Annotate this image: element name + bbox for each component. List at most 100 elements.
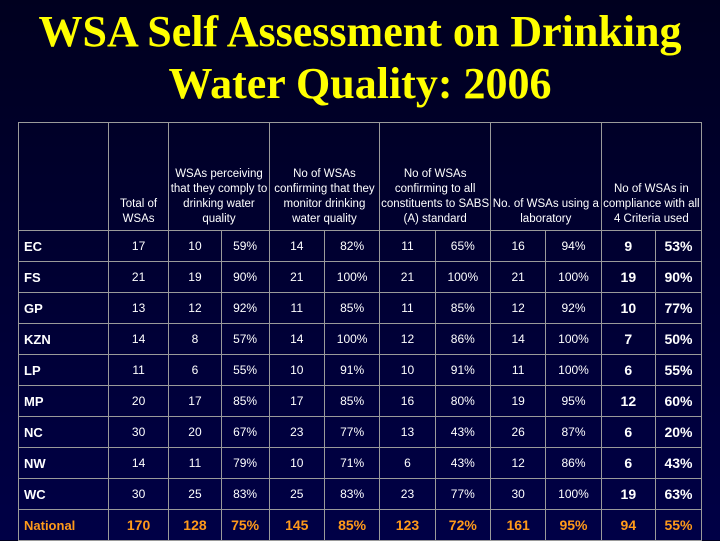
table-cell: 60% [654,385,703,417]
region-cell: WC [18,478,109,510]
table-cell: 14 [268,230,325,262]
table-cell: 91% [323,354,381,386]
header-laboratory: No. of WSAs using a laboratory [489,122,602,231]
table-cell: 10 [379,354,436,386]
table-cell: 10 [600,292,656,324]
table-cell: 91% [434,354,491,386]
table-cell: 43% [434,416,491,448]
table-cell: 53% [654,230,703,262]
table-cell: 83% [323,478,381,510]
table-row: WC 30 25 83% 25 83% 23 77% 30 100% 19 63% [18,478,703,510]
table-cell: 12 [379,323,436,355]
table-cell: 86% [545,447,602,479]
table-cell: 10 [168,230,222,262]
region-cell: EC [18,230,109,262]
table-cell: 100% [323,261,381,293]
region-cell: LP [18,354,109,386]
header-monitoring: No of WSAs confirming that they monitor … [268,122,381,231]
table-cell: 26 [489,416,547,448]
table-row: NC 30 20 67% 23 77% 13 43% 26 87% 6 20% [18,416,703,448]
table-cell: 11 [168,447,222,479]
table-cell: 100% [545,478,602,510]
table-row: KZN 14 8 57% 14 100% 12 86% 14 100% 7 50% [18,323,703,355]
table-cell: 43% [654,447,703,479]
table-row: EC 17 10 59% 14 82% 11 65% 16 94% 9 53% [18,230,703,262]
table-cell: 85% [323,292,381,324]
table-cell: 72% [434,509,491,541]
table-cell: 12 [168,292,222,324]
table-cell: 30 [107,478,170,510]
region-cell: MP [18,385,109,417]
table-cell: 23 [379,478,436,510]
table-cell: 20 [168,416,222,448]
table-cell: 6 [379,447,436,479]
table-cell: 50% [654,323,703,355]
table-cell: 21 [268,261,325,293]
region-cell: KZN [18,323,109,355]
table-cell: 128 [168,509,222,541]
table-cell: 82% [323,230,381,262]
table-cell: 19 [168,261,222,293]
table-cell: 100% [434,261,491,293]
table-cell: 55% [220,354,270,386]
table-cell: 14 [107,323,170,355]
table-cell: 6 [600,416,656,448]
table-row: NW 14 11 79% 10 71% 6 43% 12 86% 6 43% [18,447,703,479]
table-row: GP 13 12 92% 11 85% 11 85% 12 92% 10 77% [18,292,703,324]
table-cell: 6 [168,354,222,386]
table-cell: 55% [654,509,703,541]
table-cell: 77% [434,478,491,510]
region-cell: FS [18,261,109,293]
title-line-2: Water Quality: 2006 [168,59,552,108]
table-cell: 100% [545,323,602,355]
header-perceiving: WSAs perceiving that they comply to drin… [168,122,270,231]
table-cell: 85% [434,292,491,324]
table-cell: 16 [489,230,547,262]
national-row: National 170 128 75% 145 85% 123 72% 161 95% 94 55% [18,509,703,541]
table-cell: 123 [379,509,436,541]
table-cell: 6 [600,447,656,479]
table-cell: 11 [107,354,170,386]
table-cell: 95% [545,385,602,417]
table-cell: 21 [379,261,436,293]
table-cell: 14 [107,447,170,479]
table-cell: 94 [600,509,656,541]
table-cell: 14 [268,323,325,355]
table-cell: 25 [268,478,325,510]
header-row: Total of WSAs WSAs perceiving that they … [18,122,703,231]
region-cell: NC [18,416,109,448]
table-cell: 43% [434,447,491,479]
assessment-table: Total of WSAs WSAs perceiving that they … [18,122,703,541]
table-cell: 12 [600,385,656,417]
header-region [18,122,109,231]
table-cell: 71% [323,447,381,479]
table-cell: 87% [545,416,602,448]
table-cell: 30 [107,416,170,448]
table-cell: 65% [434,230,491,262]
table-cell: 25 [168,478,222,510]
header-sabs: No of WSAs confirming to all constituent… [379,122,491,231]
table-cell: 11 [379,230,436,262]
table-cell: 21 [107,261,170,293]
table-cell: 145 [268,509,325,541]
region-cell: National [18,509,109,541]
table-cell: 16 [379,385,436,417]
table-cell: 14 [489,323,547,355]
table-cell: 11 [489,354,547,386]
table-cell: 100% [545,354,602,386]
table-cell: 59% [220,230,270,262]
table-cell: 100% [545,261,602,293]
region-cell: GP [18,292,109,324]
table-cell: 30 [489,478,547,510]
table-cell: 100% [323,323,381,355]
table-cell: 75% [220,509,270,541]
table-cell: 79% [220,447,270,479]
table-cell: 63% [654,478,703,510]
table-cell: 17 [168,385,222,417]
table-cell: 11 [268,292,325,324]
table-cell: 161 [489,509,547,541]
table-cell: 19 [600,261,656,293]
table-cell: 13 [107,292,170,324]
table-row: FS 21 19 90% 21 100% 21 100% 21 100% 19 90% [18,261,703,293]
table-cell: 170 [107,509,170,541]
